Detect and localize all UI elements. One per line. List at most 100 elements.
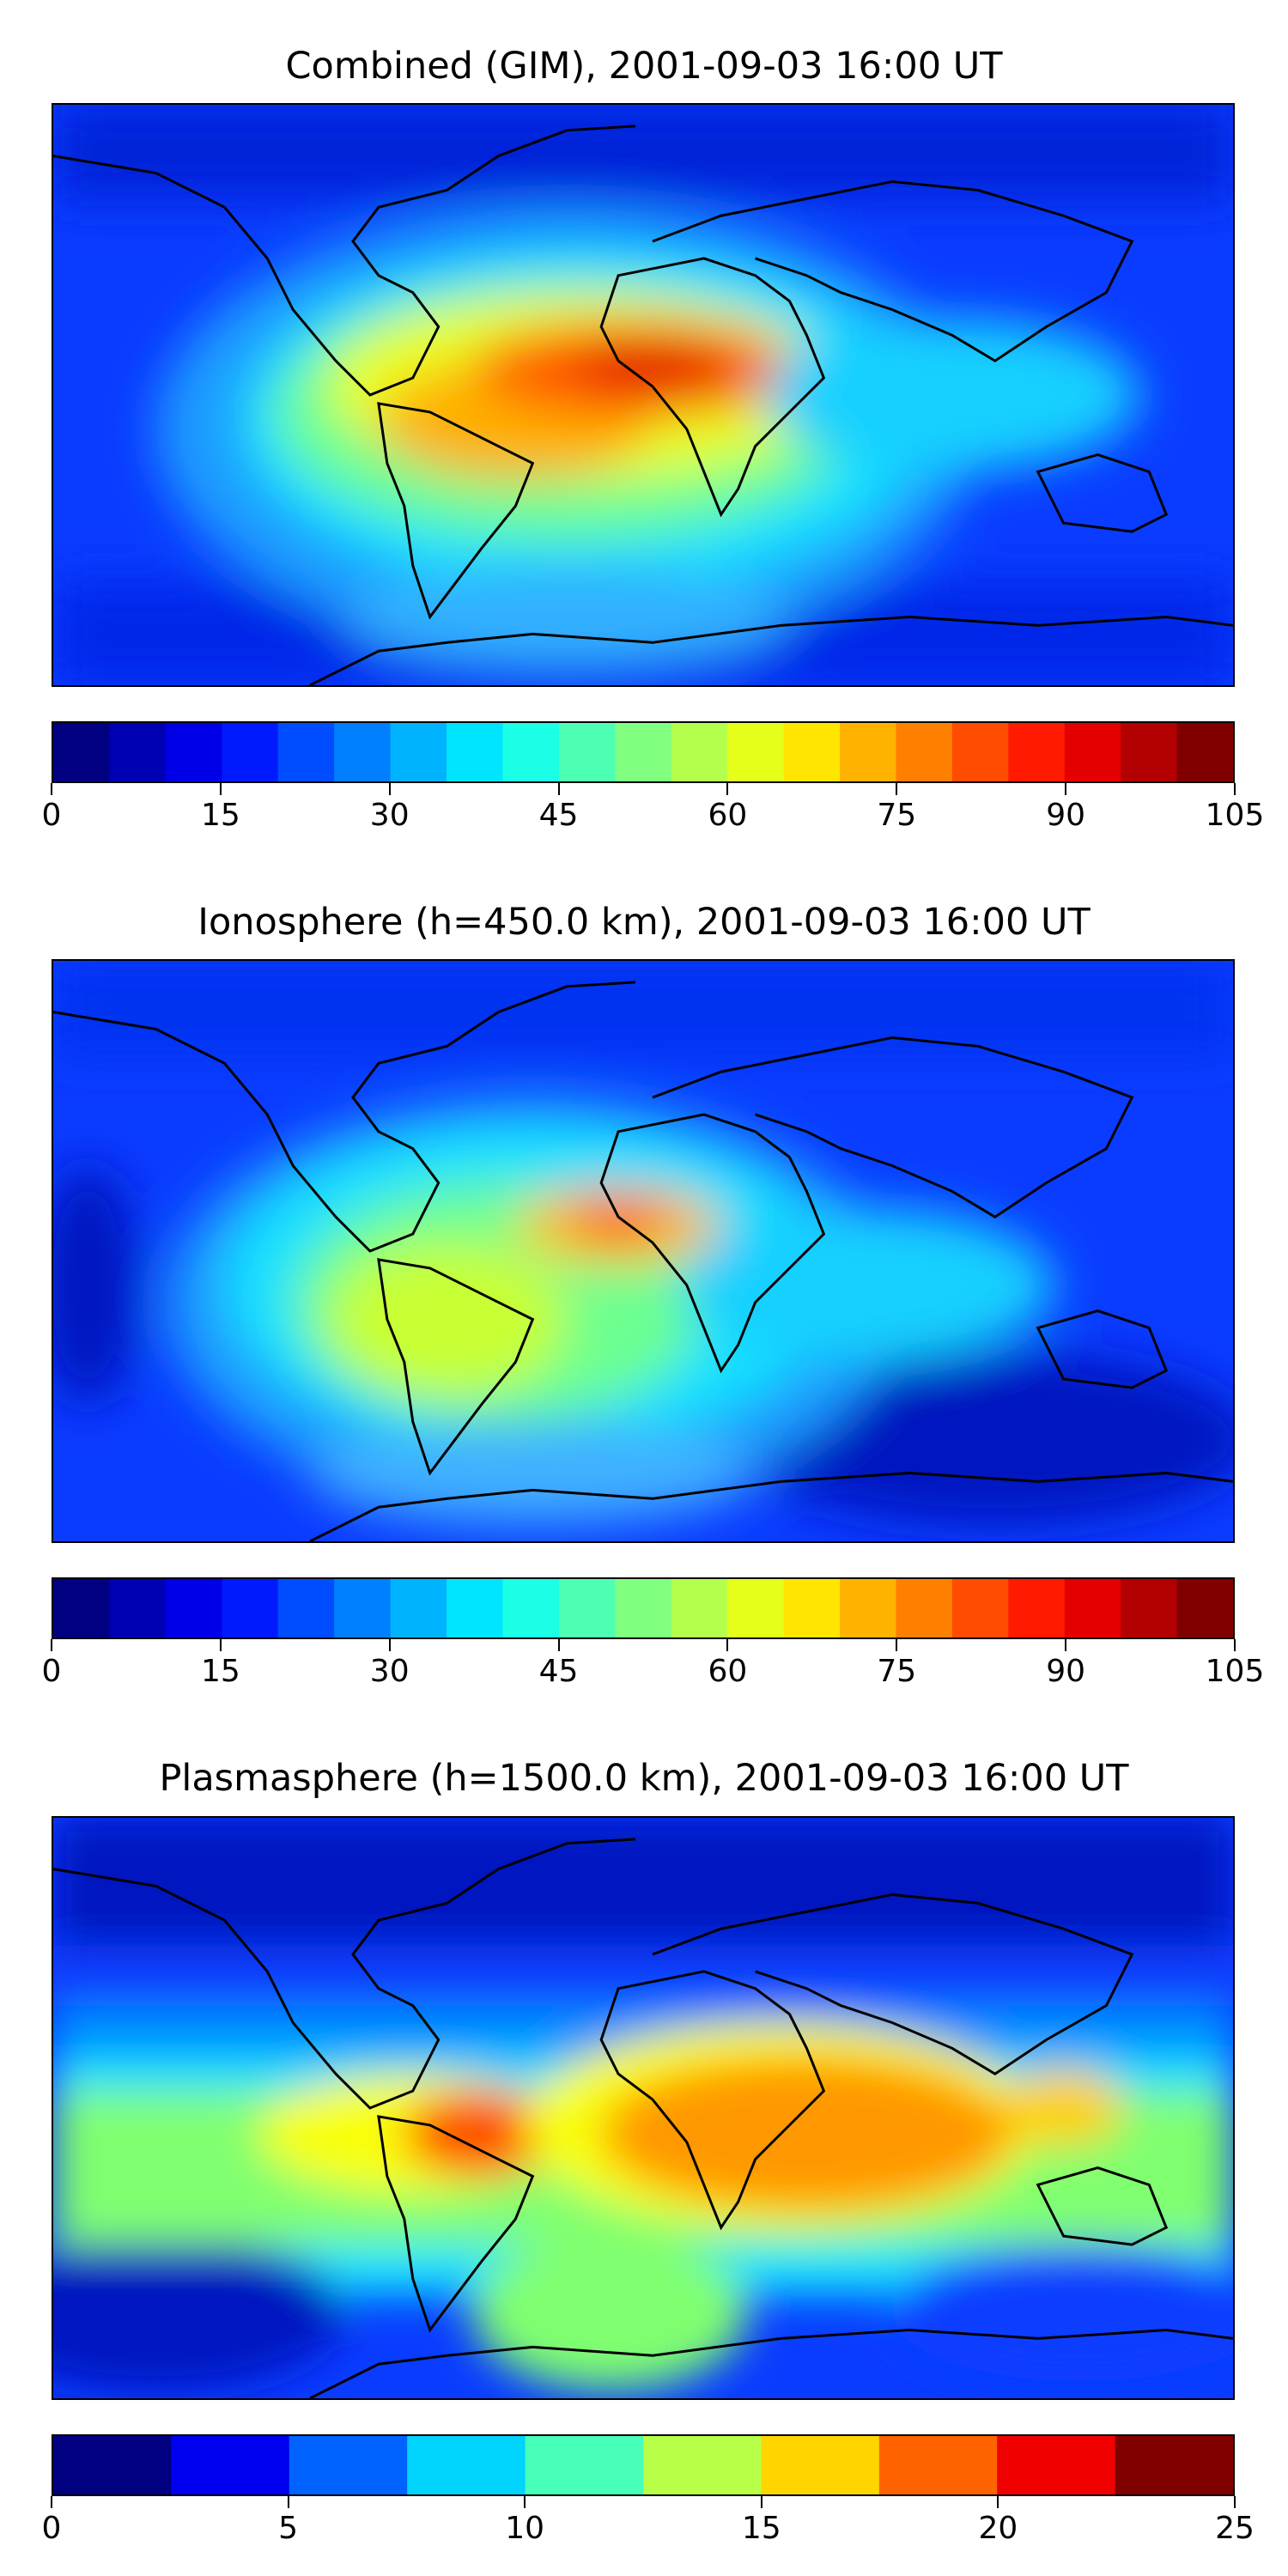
- colorbar-swatch: [222, 723, 279, 781]
- coastlines: [53, 1838, 1233, 2398]
- colorbar-swatch: [951, 723, 1009, 781]
- colorbar-swatch: [1008, 723, 1066, 781]
- colorbar-swatch: [446, 723, 504, 781]
- colorbar-tick: [726, 1639, 729, 1651]
- colorbar-swatch: [390, 723, 447, 781]
- colorbar-tick: [287, 2496, 289, 2508]
- colorbar-swatch: [502, 1579, 560, 1637]
- colorbar-swatch: [896, 723, 953, 781]
- colorbar-swatch: [997, 2436, 1116, 2494]
- colorbar-tick: [388, 783, 391, 795]
- colorbar-swatch: [615, 723, 672, 781]
- colorbar-tick-label: 0: [41, 798, 62, 833]
- coastlines: [53, 981, 1233, 1541]
- colorbar-3-ticks: 0 5 10 15 20 25: [42, 2496, 1255, 2548]
- colorbar-tick: [896, 1639, 898, 1651]
- colorbar-tick: [997, 2496, 999, 2508]
- colorbar-swatch: [1008, 1579, 1066, 1637]
- colorbar-tick: [388, 1639, 391, 1651]
- colorbar-swatch: [109, 723, 167, 781]
- tec-map-ionosphere: [53, 961, 1233, 1541]
- colorbar-tick: [51, 2496, 52, 2508]
- colorbar-tick: [1234, 2496, 1236, 2508]
- colorbar-tick-label: 15: [200, 1654, 240, 1689]
- colorbar-swatch: [840, 1579, 897, 1637]
- map-plasmasphere: [52, 1816, 1235, 2400]
- colorbar-tick-label: 105: [1205, 1654, 1265, 1689]
- colorbar-swatch: [165, 723, 222, 781]
- colorbar-3: [52, 2434, 1235, 2496]
- colorbar-swatch: [502, 723, 560, 781]
- colorbar-1-swatches: [53, 723, 1233, 781]
- colorbar-tick-label: 90: [1046, 1654, 1086, 1689]
- colorbar-swatch: [53, 2436, 172, 2494]
- panel-1-title: Combined (GIM), 2001-09-03 16:00 UT: [285, 45, 1003, 88]
- colorbar-swatch: [558, 723, 616, 781]
- panel-2-title: Ionosphere (h=450.0 km), 2001-09-03 16:0…: [197, 901, 1091, 944]
- colorbar-tick-label: 105: [1205, 798, 1265, 833]
- colorbar-swatch: [896, 1579, 953, 1637]
- colorbar-swatch: [878, 2436, 998, 2494]
- tec-map-plasmasphere: [53, 1818, 1233, 2398]
- colorbar-tick-label: 45: [538, 1654, 579, 1689]
- colorbar-swatch: [525, 2436, 644, 2494]
- colorbar-swatch: [53, 723, 111, 781]
- colorbar-tick-label: 30: [369, 798, 410, 833]
- colorbar-swatch: [783, 723, 841, 781]
- colorbar-swatch: [1064, 723, 1121, 781]
- colorbar-swatch: [671, 1579, 728, 1637]
- tec-map-combined: [53, 105, 1233, 685]
- colorbar-swatch: [1176, 723, 1233, 781]
- colorbar-tick-label: 30: [369, 1654, 410, 1689]
- coastlines: [53, 125, 1233, 685]
- colorbar-tick-label: 60: [708, 798, 748, 833]
- colorbar-tick: [557, 1639, 560, 1651]
- colorbar-3-swatches: [53, 2436, 1233, 2494]
- colorbar-tick-label: 20: [978, 2511, 1018, 2546]
- colorbar-swatch: [671, 723, 728, 781]
- colorbar-1: [52, 721, 1235, 783]
- colorbar-tick-label: 75: [877, 798, 917, 833]
- colorbar-tick: [51, 1639, 52, 1651]
- colorbar-tick-label: 60: [708, 1654, 748, 1689]
- colorbar-tick-label: 75: [877, 1654, 917, 1689]
- colorbar-swatch: [109, 1579, 167, 1637]
- colorbar-swatch: [277, 723, 335, 781]
- colorbar-2-ticks: 0 15 30 45 60 75 90 105: [42, 1639, 1264, 1691]
- colorbar-tick: [524, 2496, 526, 2508]
- map-ionosphere: [52, 959, 1235, 1543]
- colorbar-swatch: [222, 1579, 279, 1637]
- colorbar-swatch: [171, 2436, 290, 2494]
- colorbar-tick-label: 0: [41, 2511, 62, 2546]
- colorbar-tick-label: 15: [200, 798, 240, 833]
- colorbar-swatch: [53, 1579, 111, 1637]
- colorbar-tick-label: 15: [741, 2511, 781, 2546]
- colorbar-tick: [896, 783, 898, 795]
- colorbar-swatch: [446, 1579, 504, 1637]
- colorbar-swatch: [1176, 1579, 1233, 1637]
- colorbar-swatch: [334, 723, 392, 781]
- colorbar-swatch: [643, 2436, 762, 2494]
- colorbar-tick: [219, 783, 222, 795]
- colorbar-swatch: [165, 1579, 222, 1637]
- colorbar-swatch: [277, 1579, 335, 1637]
- colorbar-tick: [219, 1639, 222, 1651]
- colorbar-swatch: [783, 1579, 841, 1637]
- colorbar-swatch: [615, 1579, 672, 1637]
- map-combined-gim: [52, 103, 1235, 687]
- colorbar-swatch: [1115, 2436, 1233, 2494]
- colorbar-swatch: [727, 1579, 785, 1637]
- colorbar-swatch: [1121, 723, 1178, 781]
- colorbar-tick-label: 5: [278, 2511, 299, 2546]
- colorbar-swatch: [390, 1579, 447, 1637]
- colorbar-swatch: [727, 723, 785, 781]
- colorbar-1-ticks: 0 15 30 45 60 75 90 105: [42, 783, 1264, 835]
- colorbar-swatch: [1121, 1579, 1178, 1637]
- colorbar-tick: [557, 783, 560, 795]
- colorbar-swatch: [761, 2436, 880, 2494]
- colorbar-tick: [1234, 783, 1236, 795]
- colorbar-swatch: [840, 723, 897, 781]
- panel-3-title: Plasmasphere (h=1500.0 km), 2001-09-03 1…: [159, 1757, 1129, 1800]
- colorbar-tick: [760, 2496, 762, 2508]
- colorbar-swatch: [951, 1579, 1009, 1637]
